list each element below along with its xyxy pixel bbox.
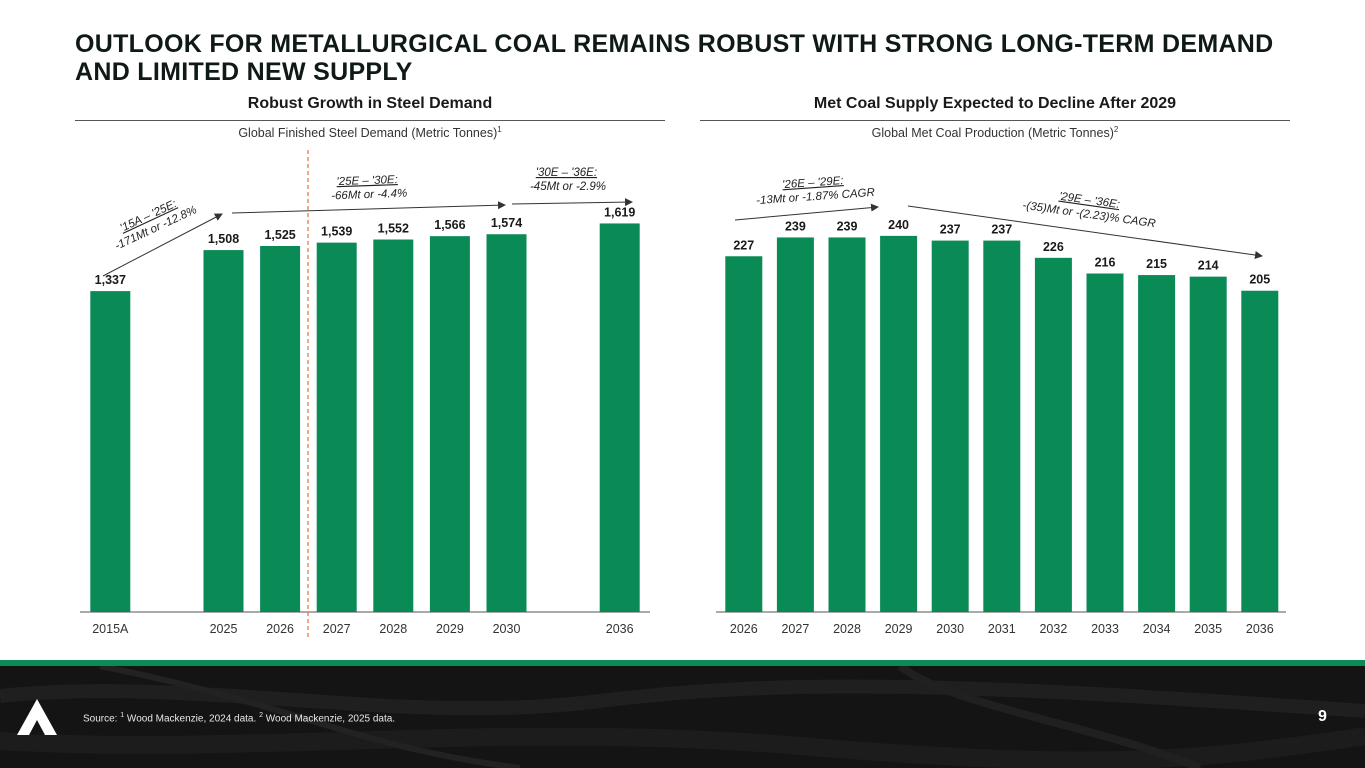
- left-trend-arrow-2: [231, 201, 506, 214]
- left-data-label-2036: 1,619: [604, 205, 635, 219]
- left-bar-2030: [486, 234, 527, 613]
- right-data-label-2033: 216: [1095, 255, 1116, 269]
- left-chart-subtitle-text: Global Finished Steel Demand (Metric Ton…: [238, 126, 498, 141]
- right-bar-2031: [983, 240, 1021, 612]
- right-tick-label-2034: 2034: [1143, 622, 1171, 636]
- right-bar-2027: [776, 237, 814, 612]
- left-data-label-2029: 1,566: [434, 218, 465, 232]
- right-tick-label-2029: 2029: [885, 622, 913, 636]
- right-tick-label-2036: 2036: [1246, 622, 1274, 636]
- right-data-label-2031: 237: [991, 223, 1012, 237]
- left-tick-label-2027: 2027: [323, 622, 351, 636]
- right-data-label-2032: 226: [1043, 240, 1064, 254]
- left-trend-label-2-period: '25E – '30E:: [336, 174, 398, 188]
- footer-accent-stripe: [0, 660, 1365, 666]
- left-bar-2026: [260, 246, 301, 612]
- left-chart-subtitle: Global Finished Steel Demand (Metric Ton…: [75, 125, 665, 140]
- right-chart-subtitle-text: Global Met Coal Production (Metric Tonne…: [871, 126, 1114, 141]
- left-data-label-2025: 1,508: [208, 232, 239, 246]
- left-bar-2025: [203, 250, 244, 612]
- source-prefix: Source:: [83, 713, 121, 725]
- left-data-label-2027: 1,539: [321, 225, 352, 239]
- left-tick-label-2025: 2025: [210, 622, 238, 636]
- left-tick-label-2028: 2028: [379, 622, 407, 636]
- left-trend-label-1: '15A – '25E: -171Mt or -12.8%: [107, 191, 199, 252]
- left-trend-arrow-3: [511, 198, 633, 207]
- left-bar-2029: [429, 236, 470, 612]
- left-data-label-2030: 1,574: [491, 216, 522, 230]
- left-trend-label-3: '30E – '36E: -45Mt or -2.9%: [530, 167, 606, 193]
- footer-texture: [0, 666, 1365, 768]
- left-panel-heading: Robust Growth in Steel Demand: [247, 95, 493, 112]
- right-tick-label-2027: 2027: [781, 622, 809, 636]
- right-trend-arrow-2: [907, 205, 1263, 259]
- right-trend-arrow-1: [734, 203, 879, 221]
- right-data-label-2028: 239: [837, 219, 858, 233]
- right-data-label-2035: 214: [1198, 259, 1219, 273]
- right-trend-label-1-period: '26E – '29E:: [782, 175, 844, 191]
- right-tick-label-2033: 2033: [1091, 622, 1119, 636]
- right-trend-label-1-value: -13Mt or -1.87% CAGR: [756, 187, 875, 207]
- left-data-label-2026: 1,525: [264, 228, 295, 242]
- left-bar-2027: [316, 242, 357, 612]
- right-data-label-2034: 215: [1146, 257, 1167, 271]
- left-heading-divider: [75, 120, 665, 121]
- right-tick-label-2026: 2026: [730, 622, 758, 636]
- left-subtitle-footnote: 1: [497, 125, 502, 134]
- page-number: 9: [1318, 708, 1327, 725]
- left-trend-label-3-value: -45Mt or -2.9%: [530, 181, 606, 193]
- right-bar-2033: [1086, 273, 1124, 612]
- left-tick-label-2030: 2030: [493, 622, 521, 636]
- right-tick-label-2032: 2032: [1039, 622, 1067, 636]
- right-subtitle-footnote: 2: [1113, 125, 1119, 134]
- charts-canvas: 1,337 2015A 1,508 2025 1,525 2026 1,539 2027 1,5…: [80, 150, 1286, 640]
- source-footnote-2-marker: 2: [259, 712, 263, 719]
- right-tick-label-2030: 2030: [936, 622, 964, 636]
- right-bar-2029: [880, 235, 918, 612]
- right-tick-label-2028: 2028: [833, 622, 861, 636]
- right-data-label-2026: 227: [733, 238, 754, 252]
- right-tick-label-2031: 2031: [988, 622, 1016, 636]
- left-data-label-2015A: 1,337: [95, 273, 126, 287]
- right-bar-2028: [828, 237, 866, 612]
- right-data-label-2030: 237: [940, 223, 961, 237]
- source-footnote-1: Wood Mackenzie, 2024 data.: [124, 713, 260, 725]
- company-logo: [17, 699, 57, 735]
- right-trend-label-2: '29E – '36E: -(35)Mt or -(2.23)% CAGR: [1022, 186, 1159, 230]
- left-trend-label-2: '25E – '30E: -66Mt or -4.4%: [331, 174, 408, 203]
- right-bar-2032: [1034, 257, 1072, 612]
- left-bar-2036: [599, 223, 640, 612]
- right-trend-label-1: '26E – '29E: -13Mt or -1.87% CAGR: [755, 173, 875, 207]
- right-data-label-2029: 240: [888, 218, 909, 232]
- left-bar-2015A: [90, 291, 131, 612]
- page-title: OUTLOOK FOR METALLURGICAL COAL REMAINS R…: [75, 30, 1274, 86]
- left-bar-2028: [373, 239, 414, 612]
- left-data-label-2028: 1,552: [378, 222, 409, 236]
- right-heading-divider: [700, 120, 1290, 121]
- right-bar-2030: [931, 240, 969, 612]
- right-chart-bars: 227 2026 239 2027 239 2028 240 2029 237 2030 237 20…: [725, 218, 1279, 636]
- left-tick-label-2036: 2036: [606, 622, 634, 636]
- right-data-label-2036: 205: [1249, 273, 1270, 287]
- source-footnote-1-marker: 1: [120, 712, 125, 719]
- left-trend-label-2-value: -66Mt or -4.4%: [331, 188, 407, 203]
- left-chart-bars: 1,337 2015A 1,508 2025 1,525 2026 1,539 2027 1,5…: [90, 205, 640, 636]
- left-trend-label-3-period: '30E – '36E:: [536, 167, 597, 179]
- source-note: Source: 1 Wood Mackenzie, 2024 data. 2 W…: [83, 712, 395, 724]
- left-tick-label-2029: 2029: [436, 622, 464, 636]
- right-chart-subtitle: Global Met Coal Production (Metric Tonne…: [700, 125, 1290, 140]
- right-bar-2035: [1189, 276, 1227, 612]
- footer-band: [0, 666, 1365, 768]
- right-data-label-2027: 239: [785, 219, 806, 233]
- left-tick-label-2026: 2026: [266, 622, 294, 636]
- right-bar-2036: [1241, 290, 1279, 612]
- left-trend-arrow-1: [102, 213, 223, 277]
- right-panel-heading: Met Coal Supply Expected to Decline Afte…: [813, 95, 1177, 112]
- left-tick-label-2015A: 2015A: [92, 622, 129, 636]
- source-footnote-2: Wood Mackenzie, 2025 data.: [262, 713, 396, 725]
- right-tick-label-2035: 2035: [1194, 622, 1222, 636]
- right-bar-2026: [725, 256, 763, 612]
- right-bar-2034: [1138, 275, 1176, 612]
